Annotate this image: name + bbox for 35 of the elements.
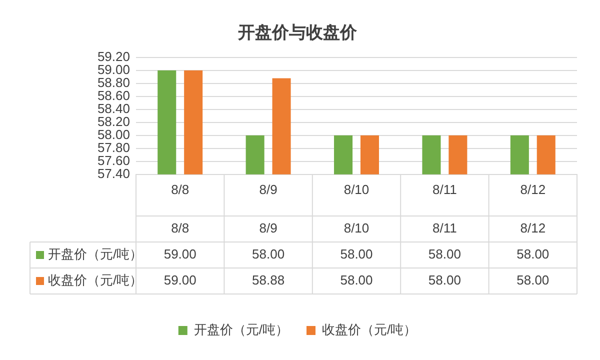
text: 开盘价（元/吨） — [48, 246, 143, 262]
y-tick-label: 59.20 — [97, 48, 130, 64]
category-label: 8/10 — [344, 220, 370, 236]
x-tick-label: 8/9 — [259, 182, 278, 197]
data-label: 59.00 — [164, 246, 196, 262]
y-tick-label: 59.00 — [97, 62, 130, 77]
x-tick-label: 8/11 — [432, 182, 457, 197]
x-tick-label: 8/10 — [344, 182, 370, 197]
data-label: 58.00 — [428, 246, 461, 262]
x-tick-label: 8/12 — [520, 182, 546, 197]
y-tick-label: 57.40 — [97, 166, 130, 181]
y-tick-label: 58.60 — [97, 88, 130, 103]
data-label: 58.00 — [516, 272, 550, 288]
category-label: 8/12 — [520, 220, 546, 236]
data-label: 58.00 — [340, 272, 373, 288]
legend-label: 开盘价（元/吨） — [194, 322, 289, 338]
y-tick-label: 58.80 — [97, 74, 130, 90]
category-label: 8/9 — [259, 220, 278, 236]
x-tick-label: 8/8 — [171, 182, 190, 197]
legend-label: 收盘价（元/吨） — [322, 322, 417, 338]
data-label: 58.88 — [252, 272, 285, 288]
data-label: 58.00 — [516, 246, 550, 262]
y-tick-label: 57.60 — [97, 152, 130, 168]
data-label: 58.00 — [252, 246, 285, 262]
y-tick-label: 57.80 — [97, 140, 130, 155]
text: 收盘价（元/吨） — [48, 272, 143, 288]
y-tick-label: 58.20 — [97, 114, 130, 129]
category-label: 8/8 — [171, 220, 190, 236]
chart-title: 开盘价与收盘价 — [237, 22, 358, 42]
y-tick-label: 58.40 — [97, 100, 130, 116]
category-label: 8/11 — [432, 220, 457, 236]
data-label: 58.00 — [428, 272, 461, 288]
data-label: 58.00 — [340, 246, 373, 262]
y-tick-label: 58.00 — [97, 126, 130, 142]
data-label: 59.00 — [164, 272, 196, 288]
